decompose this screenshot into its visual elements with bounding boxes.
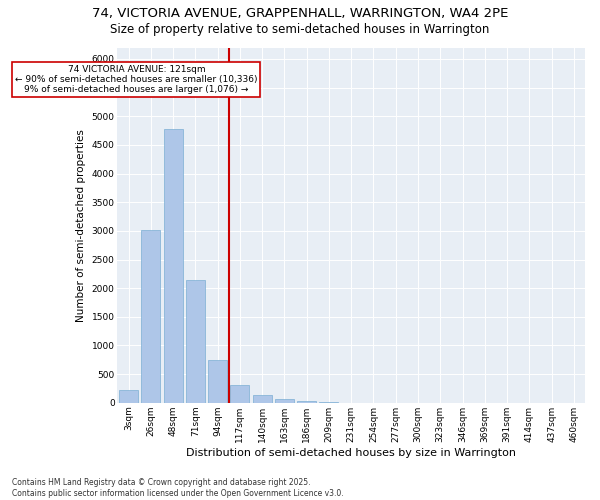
- Text: 74, VICTORIA AVENUE, GRAPPENHALL, WARRINGTON, WA4 2PE: 74, VICTORIA AVENUE, GRAPPENHALL, WARRIN…: [92, 8, 508, 20]
- Bar: [186, 280, 205, 403]
- Text: 74 VICTORIA AVENUE: 121sqm
← 90% of semi-detached houses are smaller (10,336)
9%: 74 VICTORIA AVENUE: 121sqm ← 90% of semi…: [15, 64, 257, 94]
- Bar: [253, 396, 272, 403]
- Y-axis label: Number of semi-detached properties: Number of semi-detached properties: [76, 128, 86, 322]
- Bar: [319, 402, 338, 403]
- Bar: [297, 401, 316, 403]
- X-axis label: Distribution of semi-detached houses by size in Warrington: Distribution of semi-detached houses by …: [186, 448, 516, 458]
- Bar: [142, 230, 160, 403]
- Bar: [119, 390, 138, 403]
- Text: Contains HM Land Registry data © Crown copyright and database right 2025.
Contai: Contains HM Land Registry data © Crown c…: [12, 478, 344, 498]
- Text: Size of property relative to semi-detached houses in Warrington: Size of property relative to semi-detach…: [110, 22, 490, 36]
- Bar: [230, 385, 250, 403]
- Bar: [208, 360, 227, 403]
- Bar: [275, 399, 294, 403]
- Bar: [164, 129, 182, 403]
